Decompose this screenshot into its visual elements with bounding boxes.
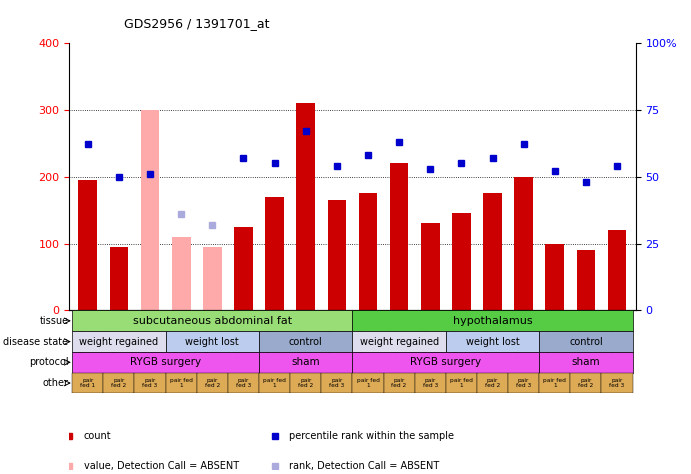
Text: pair
fed 2: pair fed 2 — [392, 378, 407, 389]
Bar — [545, 244, 564, 310]
Bar — [110, 247, 129, 310]
Text: subcutaneous abdominal fat: subcutaneous abdominal fat — [133, 316, 292, 326]
Text: pair
fed 3: pair fed 3 — [609, 378, 625, 389]
Bar — [415, 373, 446, 393]
Text: GDS2956 / 1391701_at: GDS2956 / 1391701_at — [124, 17, 270, 29]
Bar — [197, 373, 228, 393]
Bar — [446, 373, 477, 393]
Bar — [328, 200, 346, 310]
Bar — [539, 373, 570, 393]
Text: weight lost: weight lost — [185, 337, 239, 346]
Bar — [259, 331, 352, 352]
Bar — [390, 163, 408, 310]
Bar — [79, 180, 97, 310]
Text: weight regained: weight regained — [79, 337, 158, 346]
Text: pair
fed 3: pair fed 3 — [236, 378, 251, 389]
Bar — [265, 197, 284, 310]
Text: pair fed
1: pair fed 1 — [450, 378, 473, 389]
Bar — [384, 373, 415, 393]
Bar — [452, 213, 471, 310]
Bar — [359, 193, 377, 310]
Text: rank, Detection Call = ABSENT: rank, Detection Call = ABSENT — [290, 461, 439, 471]
Text: weight lost: weight lost — [466, 337, 520, 346]
Bar — [172, 237, 191, 310]
Text: other: other — [42, 378, 68, 388]
Bar — [166, 373, 197, 393]
Text: control: control — [569, 337, 603, 346]
Text: RYGB surgery: RYGB surgery — [130, 357, 201, 367]
Bar — [483, 193, 502, 310]
Text: pair
fed 1: pair fed 1 — [80, 378, 95, 389]
Bar — [352, 352, 539, 373]
Bar — [135, 373, 166, 393]
Text: percentile rank within the sample: percentile rank within the sample — [290, 431, 455, 441]
Bar — [477, 373, 508, 393]
Bar — [73, 352, 259, 373]
Text: pair fed
1: pair fed 1 — [357, 378, 379, 389]
Bar — [508, 373, 539, 393]
Text: protocol: protocol — [29, 357, 68, 367]
Bar — [290, 373, 321, 393]
Text: pair
fed 2: pair fed 2 — [485, 378, 500, 389]
Bar — [576, 250, 595, 310]
Bar — [321, 373, 352, 393]
Text: pair fed
1: pair fed 1 — [263, 378, 286, 389]
Bar — [514, 177, 533, 310]
Bar — [570, 373, 601, 393]
Text: pair
fed 2: pair fed 2 — [205, 378, 220, 389]
Text: pair
fed 3: pair fed 3 — [516, 378, 531, 389]
Bar — [352, 331, 446, 352]
Text: disease state: disease state — [3, 337, 68, 346]
Bar — [234, 227, 253, 310]
Bar — [296, 103, 315, 310]
Text: value, Detection Call = ABSENT: value, Detection Call = ABSENT — [84, 461, 239, 471]
Text: pair
fed 2: pair fed 2 — [298, 378, 313, 389]
Bar — [203, 247, 222, 310]
Text: hypothalamus: hypothalamus — [453, 316, 532, 326]
Bar — [601, 373, 632, 393]
Bar — [446, 331, 539, 352]
Text: pair
fed 3: pair fed 3 — [142, 378, 158, 389]
Text: RYGB surgery: RYGB surgery — [410, 357, 482, 367]
Text: count: count — [84, 431, 111, 441]
Bar — [166, 331, 259, 352]
Bar — [228, 373, 259, 393]
Bar — [259, 352, 352, 373]
Bar — [421, 223, 439, 310]
Text: pair fed
1: pair fed 1 — [170, 378, 193, 389]
Bar — [73, 373, 104, 393]
Bar — [141, 109, 160, 310]
Text: pair fed
1: pair fed 1 — [543, 378, 566, 389]
Text: weight regained: weight regained — [359, 337, 439, 346]
Bar — [73, 331, 166, 352]
Bar — [104, 373, 135, 393]
Bar — [73, 310, 352, 331]
Text: sham: sham — [292, 357, 320, 367]
Bar — [259, 373, 290, 393]
Text: pair
fed 2: pair fed 2 — [578, 378, 594, 389]
Bar — [352, 373, 384, 393]
Text: control: control — [289, 337, 323, 346]
Text: pair
fed 3: pair fed 3 — [329, 378, 345, 389]
Bar — [607, 230, 626, 310]
Text: pair
fed 2: pair fed 2 — [111, 378, 126, 389]
Text: tissue: tissue — [39, 316, 68, 326]
Bar — [352, 310, 632, 331]
Bar — [539, 352, 632, 373]
Text: pair
fed 3: pair fed 3 — [423, 378, 438, 389]
Text: sham: sham — [571, 357, 600, 367]
Bar — [539, 331, 632, 352]
